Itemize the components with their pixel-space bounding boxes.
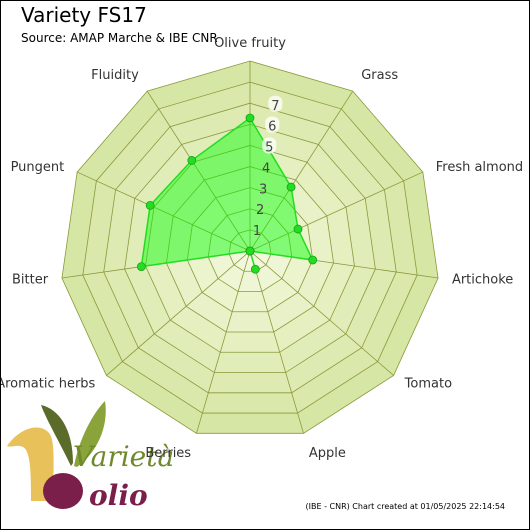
radar-series (136, 113, 318, 274)
data-point-10 (187, 156, 197, 165)
spoke-9 (77, 171, 251, 252)
rtick-label-7: 7 (271, 99, 279, 114)
axis-label-pungent: Pungent (11, 160, 65, 175)
axis-labels: Olive fruity Grass Fresh almond Artichoke To… (1, 36, 523, 461)
data-point-1 (286, 182, 296, 192)
logo-text-bottom: olio (89, 479, 148, 512)
axis-label-fresh-almond: Fresh almond (436, 160, 523, 175)
spoke-10 (146, 90, 251, 252)
varieta-olio-logo: Varietà olio (7, 401, 174, 512)
axis-label-fluidity: Fluidity (91, 68, 139, 83)
data-point-5 (250, 264, 260, 274)
rtick-label-4: 4 (262, 161, 270, 176)
spoke-7 (106, 250, 251, 376)
axis-label-olive-fruity: Olive fruity (214, 36, 286, 51)
chart-subtitle: Source: AMAP Marche & IBE CNR (21, 31, 218, 45)
spoke-5 (249, 250, 304, 434)
spoke-2 (249, 171, 423, 252)
rtick-label-3: 3 (259, 182, 267, 197)
axis-label-bitter: Bitter (12, 273, 49, 288)
rtick-label-2: 2 (256, 203, 264, 218)
rtick-bg-7 (268, 95, 283, 112)
rtick-label-6: 6 (268, 120, 276, 135)
data-point-2 (293, 224, 303, 234)
data-point-7 (245, 246, 255, 256)
spoke-4 (249, 250, 394, 376)
axis-label-apple: Apple (309, 446, 346, 461)
data-point-3 (308, 255, 318, 265)
rtick-bg-6 (265, 116, 280, 133)
logo-text-top: Varietà (73, 440, 174, 473)
data-point-0 (245, 113, 255, 123)
chart-title: Variety FS17 (21, 3, 147, 27)
axis-label-berries: Berries (145, 446, 191, 461)
radar-spokes (61, 61, 439, 434)
rtick-label-1: 1 (253, 224, 261, 239)
chart-credit: (IBE - CNR) Chart created at 01/05/2025 … (305, 502, 506, 511)
spoke-1 (249, 90, 354, 252)
data-point-8 (136, 262, 146, 272)
rtick-label-5: 5 (265, 141, 273, 156)
rtick-bg-5 (262, 137, 277, 154)
radial-tick-labels: 1 2 3 4 5 6 7 (253, 95, 283, 239)
axis-label-tomato: Tomato (404, 376, 452, 391)
spoke-6 (196, 250, 251, 434)
axis-label-aromatic-herbs: Aromatic herbs (1, 376, 96, 391)
data-point-9 (145, 200, 155, 210)
axis-label-artichoke: Artichoke (452, 273, 513, 288)
axis-label-grass: Grass (361, 68, 398, 83)
